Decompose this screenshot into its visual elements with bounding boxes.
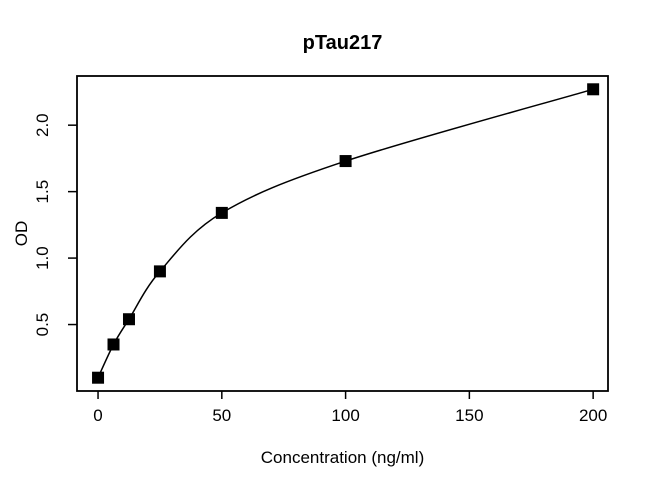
fit-curve-line	[97, 88, 594, 379]
data-point-marker	[587, 83, 600, 96]
x-tick-label: 50	[212, 406, 231, 425]
y-tick-label: 1.5	[33, 180, 52, 204]
x-tick-label: 150	[455, 406, 483, 425]
x-tick-label: 100	[331, 406, 359, 425]
y-axis-ticks: 0.5 1.0 1.5 2.0	[33, 113, 77, 336]
data-point-marker	[215, 206, 228, 219]
plot-border	[76, 75, 609, 392]
y-tick-label: 2.0	[33, 113, 52, 137]
chart-title: pTau217	[303, 32, 383, 54]
y-tick-label: 0.5	[33, 313, 52, 337]
data-point-marker	[107, 338, 120, 351]
x-tick-label: 200	[579, 406, 607, 425]
plot-area: 0 50 100 150 200 0.5 1.0 1.5 2.0	[33, 75, 609, 425]
y-tick-label: 1.0	[33, 246, 52, 270]
data-point-marker	[339, 155, 352, 168]
y-axis-label: OD	[12, 221, 31, 247]
data-points	[92, 83, 600, 384]
data-point-marker	[153, 265, 166, 278]
x-axis-label: Concentration (ng/ml)	[261, 448, 424, 467]
x-axis-ticks: 0 50 100 150 200	[93, 391, 607, 425]
data-point-marker	[92, 371, 105, 384]
data-point-marker	[122, 313, 135, 326]
x-tick-label: 0	[93, 406, 102, 425]
